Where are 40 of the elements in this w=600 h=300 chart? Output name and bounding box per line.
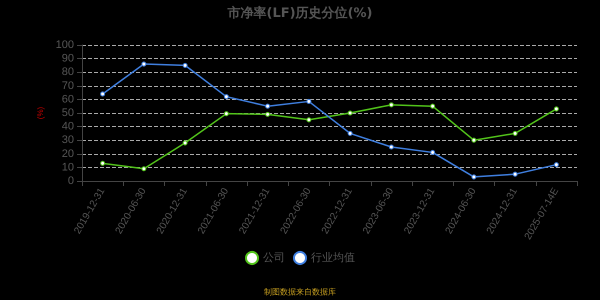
point <box>265 104 270 109</box>
y-tick-label: 70 <box>62 80 74 92</box>
point <box>306 117 312 122</box>
y-tick-label: 40 <box>62 120 74 133</box>
point <box>388 102 394 108</box>
y-tick-label: 90 <box>62 52 74 65</box>
point <box>430 150 436 155</box>
point <box>182 140 188 146</box>
point <box>348 110 353 116</box>
point <box>348 130 353 136</box>
point <box>100 91 106 96</box>
point <box>471 174 476 180</box>
y-tick-label: 80 <box>62 66 74 78</box>
y-tick-label: 100 <box>56 39 74 51</box>
point <box>512 130 518 136</box>
chart-title: 市净率(LF)历史分位(%) <box>226 5 372 21</box>
point <box>554 162 559 168</box>
point <box>141 166 146 172</box>
y-axis-title: (%) <box>36 106 46 120</box>
point <box>388 144 394 150</box>
point <box>182 62 188 68</box>
point <box>141 62 146 67</box>
legend-label: 行业均值 <box>311 251 355 264</box>
point <box>306 98 312 104</box>
point <box>265 112 270 117</box>
point <box>224 111 229 116</box>
point <box>224 94 229 100</box>
y-tick-label: 30 <box>62 134 74 146</box>
y-tick-label: 60 <box>62 93 74 106</box>
legend-label: 公司 <box>263 252 285 264</box>
point <box>471 138 476 143</box>
y-tick-label: 0 <box>68 175 74 187</box>
y-tick-label: 50 <box>62 107 74 119</box>
text: 制图数据来自数据库 <box>264 288 336 296</box>
y-tick-label: 20 <box>62 148 74 160</box>
point <box>100 160 106 166</box>
point <box>430 104 436 109</box>
y-tick-label: 10 <box>62 161 74 174</box>
point <box>554 106 559 112</box>
point <box>512 172 518 177</box>
